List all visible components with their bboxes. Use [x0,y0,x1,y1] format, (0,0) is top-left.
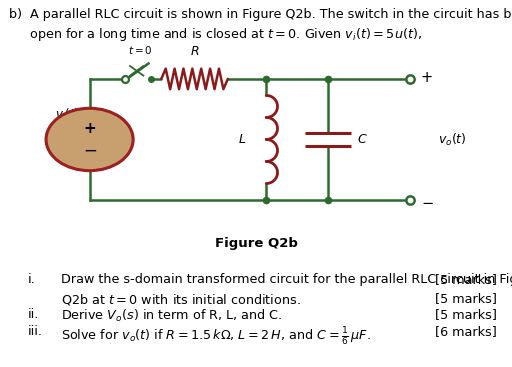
Text: +: + [421,70,433,84]
Text: b)  A parallel RLC circuit is shown in Figure Q2b. The switch in the circuit has: b) A parallel RLC circuit is shown in Fi… [9,8,512,21]
Text: $v_i(t)$: $v_i(t)$ [55,106,79,123]
Text: $-$: $-$ [82,141,97,159]
Text: Q2b at $t = 0$ with its initial conditions.: Q2b at $t = 0$ with its initial conditio… [61,292,301,307]
Text: [6 marks]: [6 marks] [435,325,497,338]
Circle shape [46,108,133,171]
Text: +: + [83,121,96,136]
Text: Figure Q2b: Figure Q2b [215,237,297,250]
Text: Draw the s-domain transformed circuit for the parallel RLC circuit in Figure: Draw the s-domain transformed circuit fo… [61,273,512,286]
Text: $R$: $R$ [190,45,199,58]
Text: $C$: $C$ [357,133,368,146]
Text: Derive $V_o(s)$ in term of R, L, and C.: Derive $V_o(s)$ in term of R, L, and C. [61,308,283,324]
Text: iii.: iii. [28,325,43,338]
Text: [5 marks]: [5 marks] [435,292,497,305]
Text: [5 marks]: [5 marks] [435,273,497,286]
Text: i.: i. [28,273,36,286]
Text: $v_o(t)$: $v_o(t)$ [438,131,466,148]
Text: ii.: ii. [28,308,39,321]
Text: open for a long time and is closed at $t = 0$. Given $v_i(t) = 5u(t)$,: open for a long time and is closed at $t… [9,26,422,43]
Text: [5 marks]: [5 marks] [435,308,497,321]
Text: Solve for $v_o(t)$ if $R = 1.5\,k\Omega$, $L = 2\,H$, and $C = \frac{1}{6}\,\mu : Solve for $v_o(t)$ if $R = 1.5\,k\Omega$… [61,325,371,347]
Text: $t = 0$: $t = 0$ [129,44,153,56]
Text: $-$: $-$ [421,195,434,209]
Text: $L$: $L$ [238,133,246,146]
